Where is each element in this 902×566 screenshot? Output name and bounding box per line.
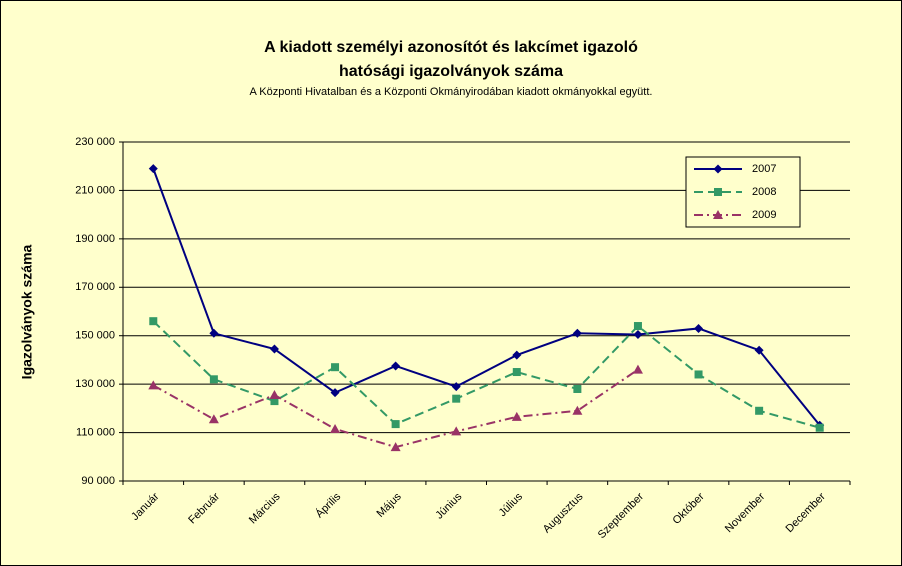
marker xyxy=(270,397,279,406)
marker xyxy=(694,323,704,333)
marker xyxy=(390,442,401,452)
marker xyxy=(452,394,461,403)
marker xyxy=(391,420,400,429)
y-tick-label: 210 000 xyxy=(75,184,115,196)
marker xyxy=(713,210,723,219)
marker xyxy=(633,322,642,331)
marker xyxy=(148,164,158,174)
marker xyxy=(714,188,722,196)
marker xyxy=(330,388,340,398)
chart-title: hatósági igazolványok száma xyxy=(339,63,563,80)
chart-subtitle: A Központi Hivatalban és a Központi Okmá… xyxy=(250,86,653,98)
marker xyxy=(512,368,521,377)
marker xyxy=(391,361,401,371)
marker xyxy=(754,345,764,355)
marker xyxy=(331,363,340,372)
series-line xyxy=(152,320,820,429)
legend-label: 2007 xyxy=(752,163,776,175)
y-tick-label: 230 000 xyxy=(75,136,115,148)
marker xyxy=(209,328,219,338)
y-tick-label: 150 000 xyxy=(75,330,115,342)
marker xyxy=(451,382,461,392)
y-tick-label: 110 000 xyxy=(76,426,115,438)
marker xyxy=(511,411,522,421)
legend-label: 2009 xyxy=(752,209,776,221)
marker xyxy=(632,364,643,374)
marker xyxy=(208,414,219,424)
y-axis-label: Igazolványok száma xyxy=(19,244,35,379)
marker xyxy=(269,390,280,400)
marker xyxy=(330,423,341,433)
marker xyxy=(572,328,582,338)
marker xyxy=(755,406,764,415)
series-line xyxy=(152,168,821,426)
marker xyxy=(815,423,824,432)
chart-title: A kiadott személyi azonosítót és lakcíme… xyxy=(264,39,638,56)
marker xyxy=(572,405,583,415)
y-tick-label: 170 000 xyxy=(75,281,115,293)
y-tick-label: 130 000 xyxy=(75,378,115,390)
legend-label: 2008 xyxy=(752,186,776,198)
marker xyxy=(633,330,643,340)
marker xyxy=(148,380,159,390)
y-tick-label: 90 000 xyxy=(81,475,115,487)
marker xyxy=(512,350,522,360)
y-tick-label: 190 000 xyxy=(75,233,115,245)
legend: 2007 2008 2009 xyxy=(685,156,801,228)
marker xyxy=(209,375,218,384)
marker xyxy=(573,384,582,393)
marker xyxy=(269,344,279,354)
marker xyxy=(694,370,703,379)
marker xyxy=(713,164,723,174)
legend-box xyxy=(685,156,801,228)
marker xyxy=(451,426,462,436)
marker xyxy=(149,317,158,326)
